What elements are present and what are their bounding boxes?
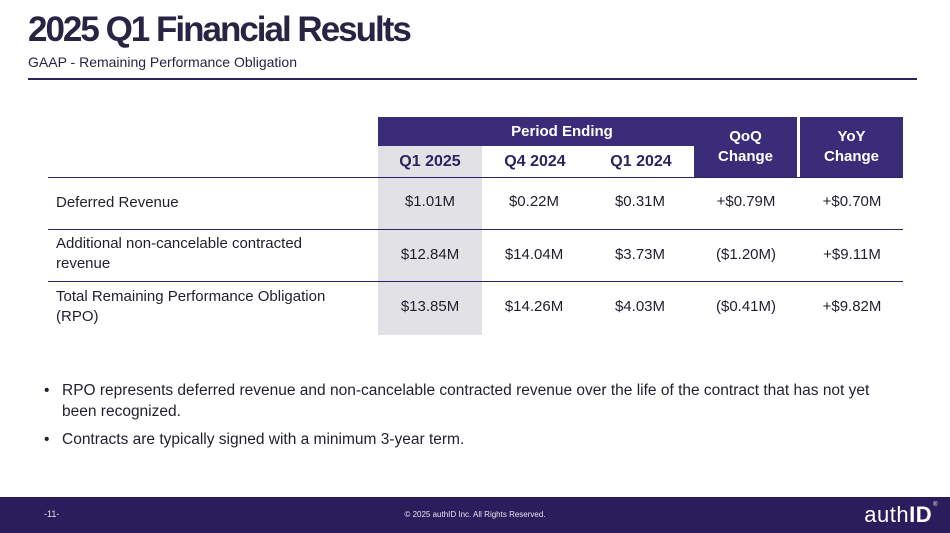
header-q1-2025: Q1 2025 <box>378 146 482 177</box>
list-item: • Contracts are typically signed with a … <box>42 429 882 450</box>
cell-q1-2024: $0.31M <box>614 193 666 210</box>
header-divider <box>48 177 903 178</box>
cell-q1-2025: $12.84M <box>400 246 460 263</box>
authid-logo: authID® <box>864 502 938 528</box>
cell-q1-2024: $3.73M <box>614 246 666 263</box>
header-q1-2024: Q1 2024 <box>588 146 694 177</box>
cell-q4-2024: $14.26M <box>504 298 564 315</box>
cell-yoy-change: +$9.82M <box>822 298 882 315</box>
row-label: Deferred Revenue <box>56 194 179 211</box>
notes-list: • RPO represents deferred revenue and no… <box>42 380 882 457</box>
footer-bar: -11- © 2025 authID Inc. All Rights Reser… <box>0 497 950 533</box>
page-subtitle: GAAP - Remaining Performance Obligation <box>28 54 297 70</box>
row-divider <box>48 229 903 230</box>
page-title: 2025 Q1 Financial Results <box>28 10 412 49</box>
table-row: Deferred Revenue $1.01M $0.22M $0.31M +$… <box>48 178 903 229</box>
copyright-notice: © 2025 authID Inc. All Rights Reserved. <box>404 510 546 519</box>
logo-bold-text: ID <box>909 502 933 527</box>
page-number: -11- <box>44 509 60 519</box>
cell-yoy-change: +$9.11M <box>823 246 881 263</box>
table-row: Total Remaining Performance Obligation (… <box>48 282 903 335</box>
header-qoq-change: QoQ Change <box>694 117 797 177</box>
cell-q4-2024: $14.04M <box>504 246 564 263</box>
bullet-icon: • <box>44 431 50 448</box>
note-text: Contracts are typically signed with a mi… <box>62 431 465 448</box>
registered-mark: ® <box>933 502 938 508</box>
row-label: Additional non-cancelable contracted rev… <box>56 235 302 273</box>
note-text: RPO represents deferred revenue and non-… <box>62 382 870 420</box>
header-yoy-change: YoY Change <box>800 117 903 177</box>
table-row: Additional non-cancelable contracted rev… <box>48 230 903 282</box>
cell-q4-2024: $0.22M <box>508 193 560 210</box>
period-ending-header: Period Ending <box>378 117 746 146</box>
title-divider <box>28 78 917 80</box>
bullet-icon: • <box>44 382 50 399</box>
cell-q1-2025: $1.01M <box>404 193 456 210</box>
cell-qoq-change: ($0.41M) <box>715 298 777 315</box>
logo-regular-text: auth <box>864 502 910 527</box>
cell-yoy-change: +$0.70M <box>822 193 882 210</box>
cell-qoq-change: ($1.20M) <box>715 246 777 263</box>
cell-q1-2024: $4.03M <box>614 298 666 315</box>
row-label: Total Remaining Performance Obligation (… <box>56 288 326 326</box>
cell-q1-2025: $13.85M <box>400 298 460 315</box>
row-divider <box>48 281 903 282</box>
list-item: • RPO represents deferred revenue and no… <box>42 380 882 422</box>
cell-qoq-change: +$0.79M <box>716 193 776 210</box>
header-q4-2024: Q4 2024 <box>482 146 588 177</box>
current-quarter-shade <box>378 178 482 335</box>
